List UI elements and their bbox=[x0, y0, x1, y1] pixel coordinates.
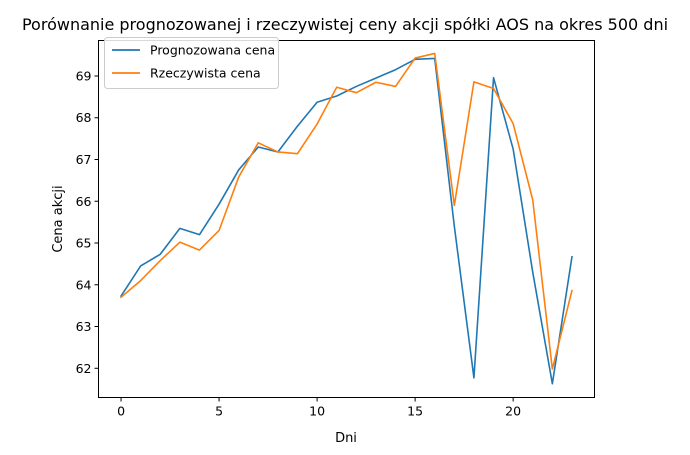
y-tick-label: 64 bbox=[76, 277, 92, 292]
y-tick-label: 63 bbox=[76, 319, 92, 334]
x-tick-label: 0 bbox=[117, 404, 125, 419]
series-layer bbox=[121, 53, 572, 383]
x-tick-label: 5 bbox=[215, 404, 223, 419]
x-axis-label: Dni bbox=[335, 431, 357, 446]
legend: Prognozowana cena Rzeczywista cena bbox=[105, 38, 279, 89]
x-tick-label: 20 bbox=[505, 404, 521, 419]
y-axis-label: Cena akcji bbox=[51, 185, 66, 252]
legend-label-2: Rzeczywista cena bbox=[150, 66, 261, 81]
y-tick-label: 67 bbox=[76, 152, 92, 167]
y-tick-label: 69 bbox=[76, 68, 92, 83]
y-tick-label: 66 bbox=[76, 194, 92, 209]
legend-label-1: Prognozowana cena bbox=[150, 43, 275, 58]
x-tick-label: 15 bbox=[407, 404, 423, 419]
x-axis-ticks: 0 5 10 15 20 bbox=[117, 398, 521, 419]
chart-title: Porównanie prognozowanej i rzeczywistej … bbox=[22, 15, 668, 34]
series-line-2 bbox=[121, 53, 572, 369]
plot-area-frame bbox=[99, 41, 595, 398]
y-axis-ticks: 62 63 64 65 66 67 68 69 bbox=[76, 68, 99, 375]
y-tick-label: 65 bbox=[76, 236, 92, 251]
x-tick-label: 10 bbox=[309, 404, 325, 419]
y-tick-label: 62 bbox=[76, 361, 92, 376]
y-tick-label: 68 bbox=[76, 110, 92, 125]
